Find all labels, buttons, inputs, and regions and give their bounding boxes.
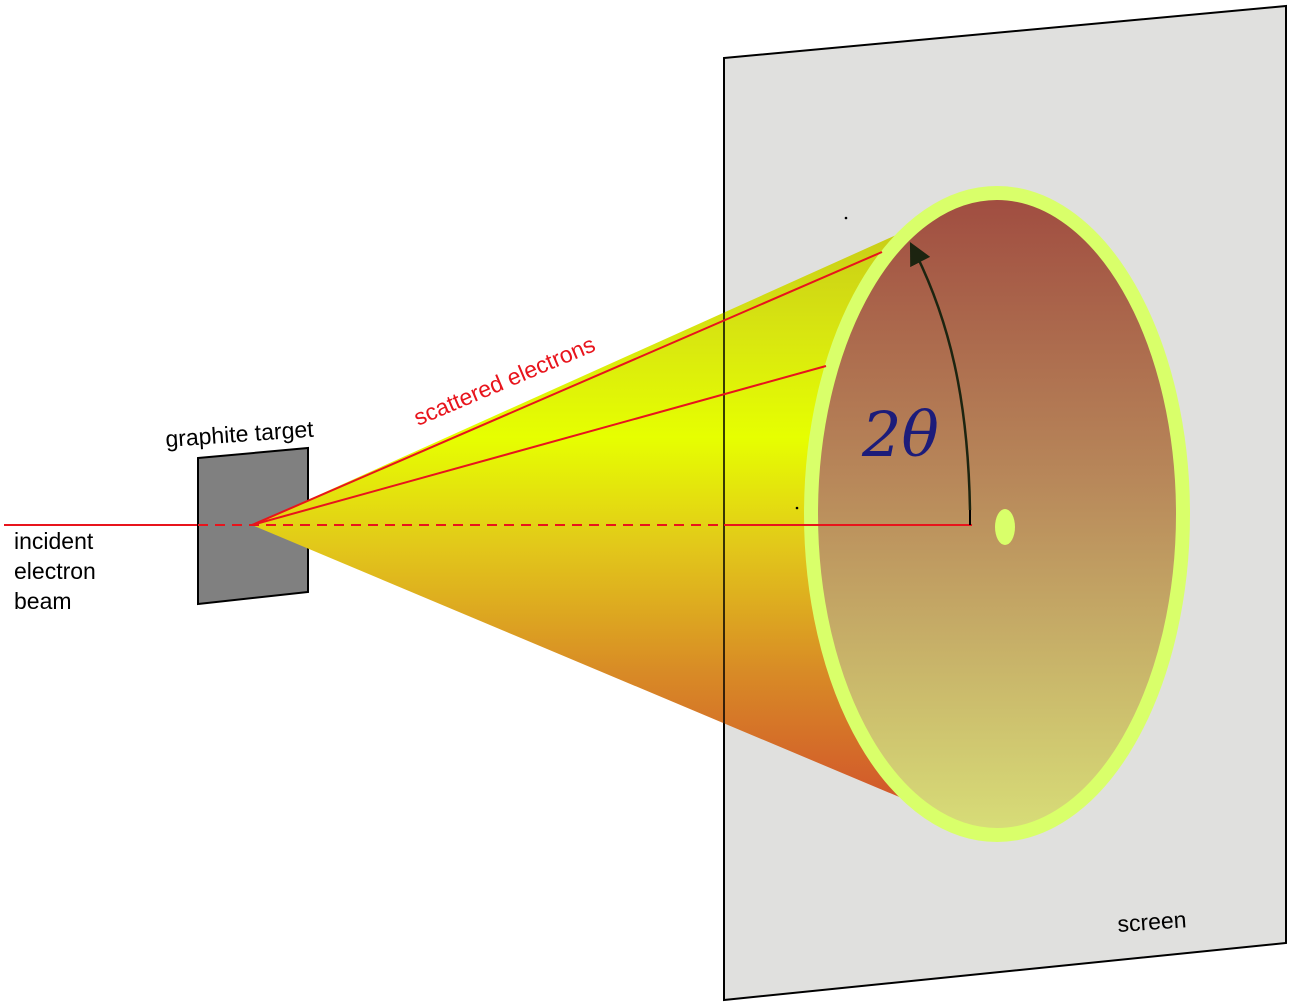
dot-marker (795, 506, 799, 510)
scattered-ray-lower (251, 365, 827, 526)
incident-label-line3: beam (14, 588, 72, 614)
diffraction-ring (804, 186, 1190, 842)
center-spot (995, 509, 1015, 545)
incident-label-line1: incident (14, 528, 94, 554)
angle-label: 2θ (861, 398, 939, 471)
dot-marker (844, 216, 848, 220)
target-label: graphite target (165, 416, 315, 452)
screen-label: screen (1117, 906, 1188, 937)
scattered-ray-upper (251, 251, 883, 526)
incident-label-line2: electron (14, 558, 96, 584)
scattered-cone (252, 195, 985, 833)
angle-arc (909, 241, 972, 511)
